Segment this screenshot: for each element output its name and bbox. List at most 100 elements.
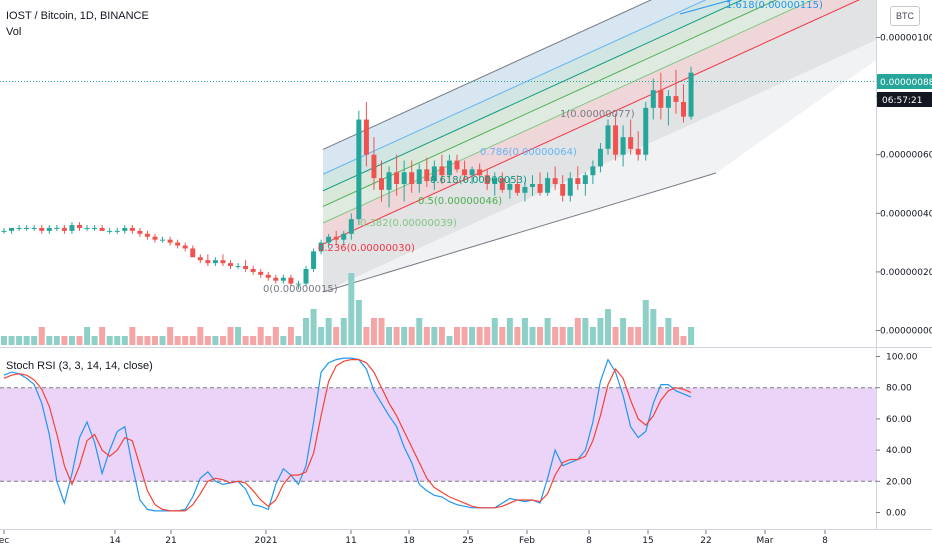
candle-body	[235, 266, 241, 268]
volume-bar	[23, 336, 30, 345]
volume-bar	[506, 318, 513, 345]
volume-bar	[159, 336, 166, 345]
candle-body	[545, 178, 551, 193]
volume-bar	[182, 336, 189, 345]
candle-body	[205, 260, 211, 264]
volume-bar	[250, 336, 257, 345]
volume-bar	[635, 327, 642, 345]
time-tick-label: 25	[462, 536, 473, 546]
candle-body	[560, 184, 566, 196]
volume-bar	[8, 336, 15, 345]
volume-bar	[454, 327, 460, 345]
volume-bar	[378, 318, 385, 345]
currency-badge[interactable]: BTC	[890, 6, 920, 26]
candle-body	[152, 236, 158, 240]
candle-body	[303, 268, 309, 284]
fib-label-0.382: 0.382(0.00000039)	[360, 218, 457, 229]
volume-bar	[144, 336, 151, 345]
candle-body	[620, 137, 626, 155]
candle-body	[182, 245, 188, 249]
rsi-tick-label: 40.00	[886, 446, 912, 456]
volume-bar	[61, 336, 68, 345]
volume-bar	[1, 336, 7, 345]
candle-body	[212, 260, 218, 264]
time-tick-label: 8	[822, 536, 828, 546]
candle-body	[295, 283, 301, 285]
volume-bar	[174, 336, 181, 345]
volume-bar	[152, 336, 158, 345]
candle-body	[137, 230, 143, 234]
volume-bar	[348, 273, 355, 345]
candle-body	[250, 268, 256, 272]
time-tick-label: 2021	[255, 536, 278, 546]
candle-body	[288, 277, 294, 284]
candle-body	[77, 225, 82, 228]
rsi-series-D	[3, 359, 692, 512]
candle-body	[167, 239, 173, 243]
volume-bar	[129, 327, 136, 345]
candle-body	[379, 178, 384, 190]
candle-body	[658, 90, 664, 108]
time-tick-label: ec	[0, 536, 9, 546]
candle-body	[273, 277, 279, 281]
volume-bar	[552, 327, 559, 345]
time-tick-label: Feb	[519, 536, 535, 546]
volume-bar	[272, 327, 279, 345]
candle-body	[1, 230, 7, 232]
candle-body	[416, 169, 422, 184]
candle-body	[469, 169, 475, 176]
candle-body	[84, 227, 90, 229]
volume-bar	[665, 318, 672, 345]
volume-bar	[38, 327, 45, 345]
candle-body	[454, 160, 460, 170]
price-tick-label: 0.00000040	[880, 209, 932, 219]
candle-body	[114, 230, 120, 232]
price-tick-label: 0.00000020	[880, 268, 932, 278]
candle-body	[650, 90, 656, 108]
volume-bar	[627, 327, 634, 345]
volume-bar	[303, 318, 309, 345]
volume-bar	[559, 327, 566, 345]
volume-bar	[370, 318, 377, 345]
candle-body	[333, 236, 339, 240]
volume-bar	[589, 327, 596, 345]
fib-line-0	[322, 172, 717, 293]
candle-body	[280, 277, 286, 281]
volume-bar	[235, 327, 242, 345]
candle-body	[605, 125, 611, 149]
candle-body	[129, 227, 135, 231]
fib-label-1: 1(0.00000077)	[560, 109, 635, 120]
volume-bar	[167, 327, 174, 345]
candle-body	[311, 251, 317, 269]
rsi-tick-label: 60.00	[886, 415, 912, 425]
candle-body	[492, 178, 498, 184]
fib-line-4	[322, 0, 743, 192]
candle-body	[24, 227, 30, 229]
stoch-rsi-title: Stoch RSI (3, 3, 14, 14, close)	[6, 360, 153, 372]
candle-body	[228, 263, 233, 267]
candle-body	[160, 239, 166, 241]
candle-body	[61, 227, 67, 231]
candle-body	[122, 227, 128, 231]
candle-body	[197, 257, 203, 261]
candle-body	[107, 230, 113, 232]
volume-bar	[461, 327, 468, 345]
volume-bar	[257, 327, 264, 345]
candle-body	[69, 225, 75, 231]
candle-body	[371, 154, 377, 179]
volume-bar	[310, 309, 317, 345]
volume-bar	[136, 336, 143, 345]
price-tick-label: 0.00000100	[880, 34, 932, 44]
candle-body	[597, 148, 603, 167]
countdown-tag: 06:57:21	[882, 96, 922, 106]
candle-body	[590, 166, 596, 176]
volume-bar	[280, 336, 287, 345]
candle-body	[439, 166, 445, 176]
candle-body	[386, 172, 392, 190]
fib-label-0.786: 0.786(0.00000064)	[480, 147, 577, 158]
candle-body	[175, 242, 181, 246]
volume-bar	[121, 336, 128, 345]
candle-body	[92, 227, 98, 229]
volume-bar	[46, 336, 53, 345]
